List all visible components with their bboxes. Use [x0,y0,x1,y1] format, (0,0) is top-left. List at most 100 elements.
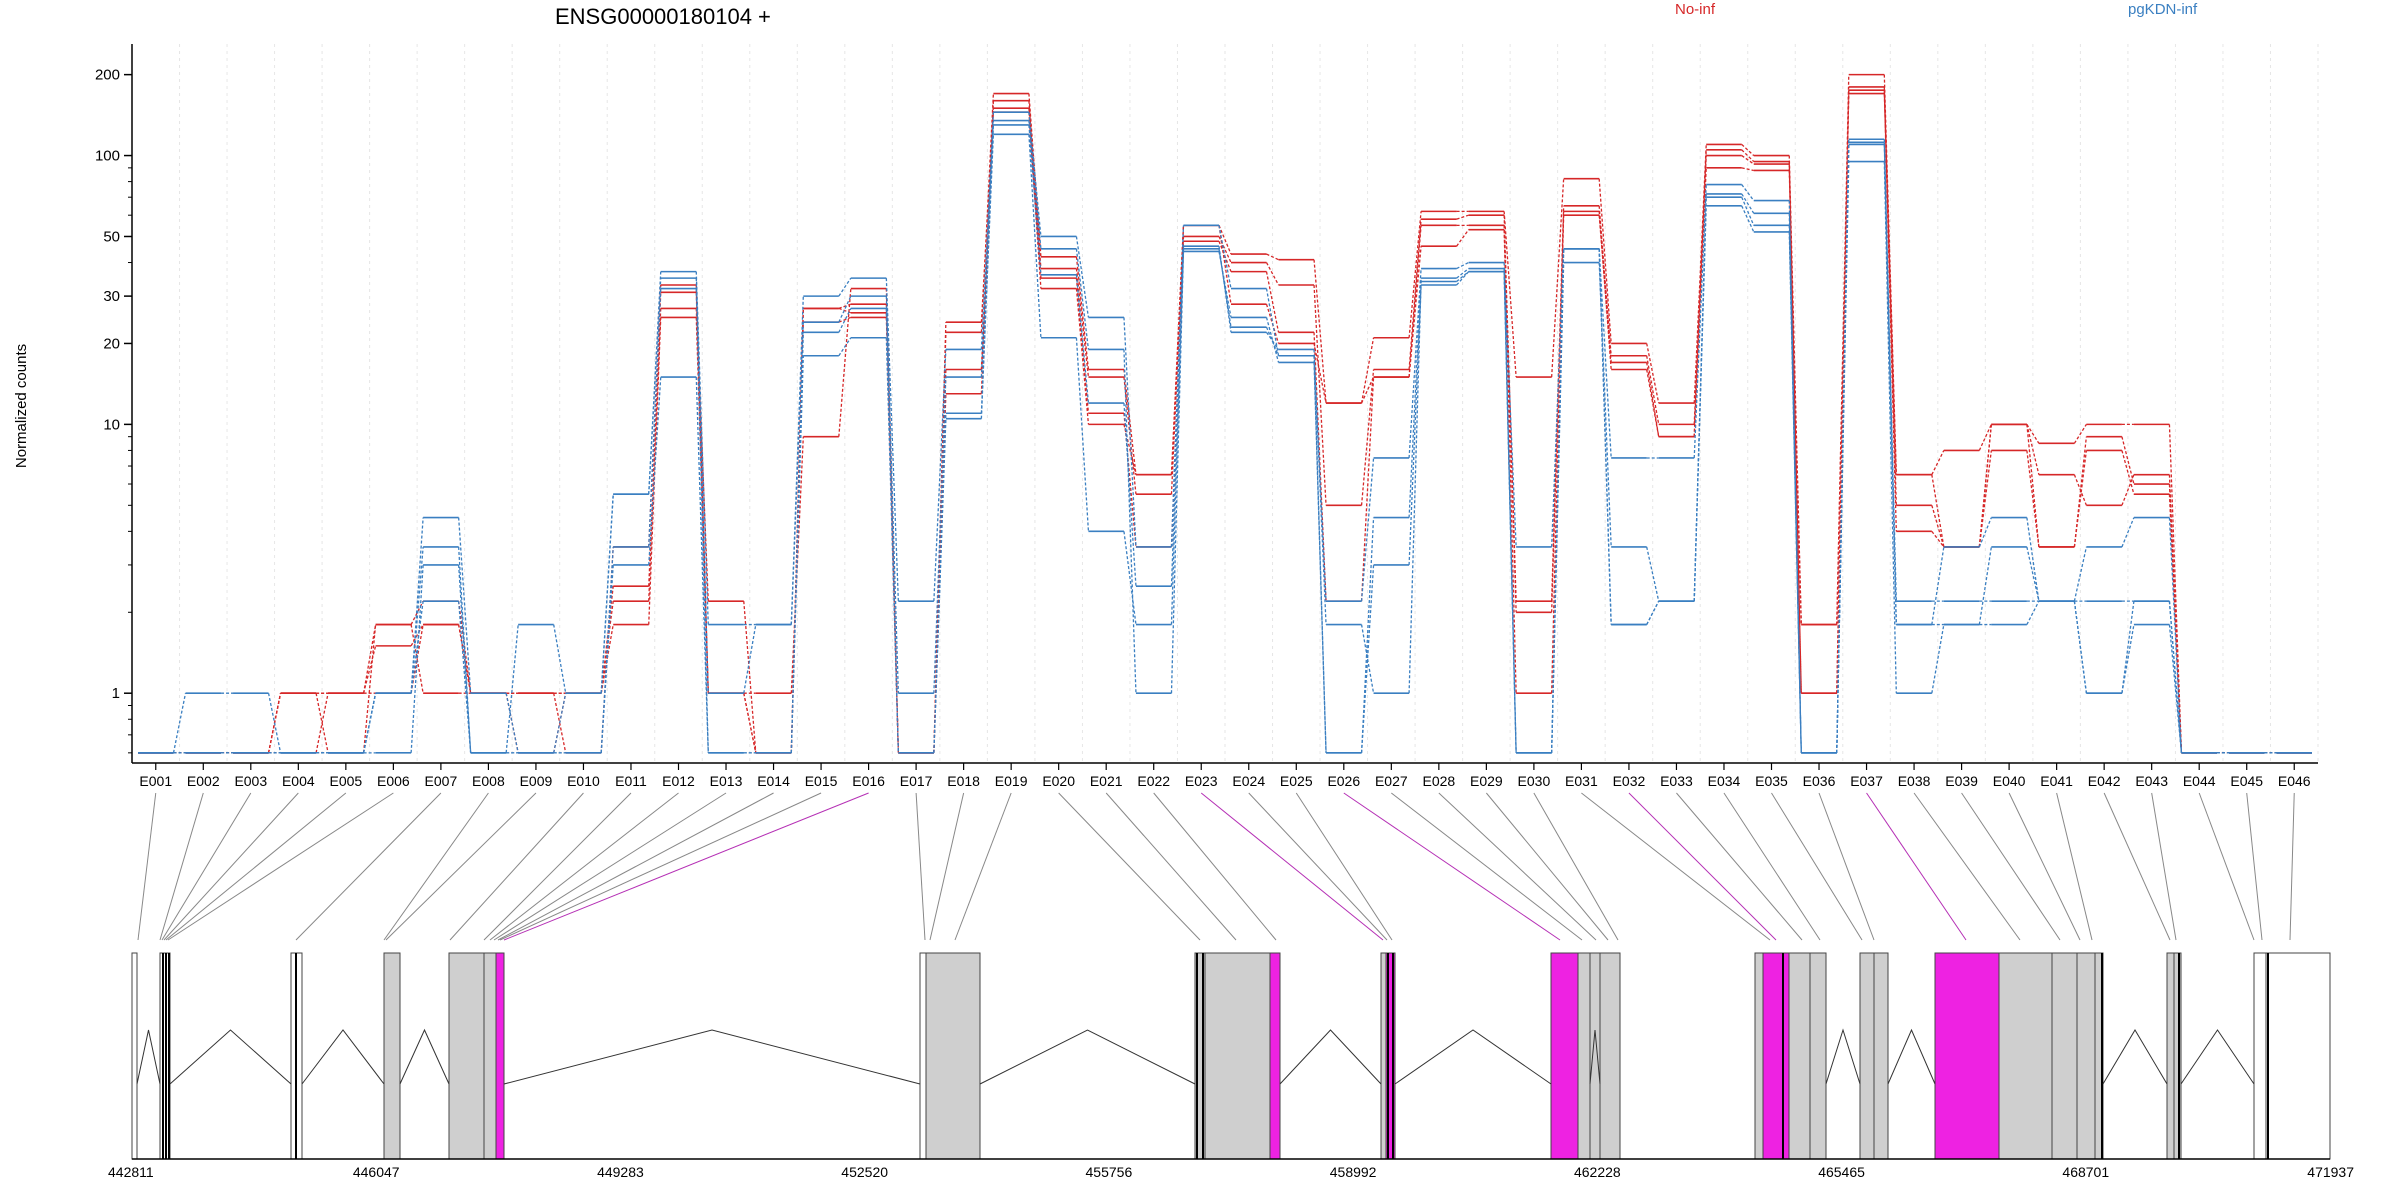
transition-segment [743,601,757,753]
transition-segment [648,288,662,547]
x-tick-label: E034 [1708,773,1741,789]
transition-segment [1788,231,1802,753]
transition-segment [1883,93,1897,475]
transition-segment [695,308,709,602]
transition-segment [1218,248,1232,328]
transition-segment [600,494,614,694]
exon-box [2166,952,2175,1160]
exon-box [1788,952,1811,1160]
x-tick-label: E042 [2088,773,2121,789]
x-tick-label: E033 [1660,773,1693,789]
exon-box [2265,952,2331,1160]
transition-segment [1028,112,1042,289]
transition-segment [1931,450,1945,475]
connector-line [1581,792,1771,941]
transition-segment [1075,288,1090,425]
x-tick-label: E036 [1803,773,1836,789]
transition-segment [1693,184,1707,458]
transition-segment [1265,288,1280,356]
coordinate-label: 458992 [1330,1164,1377,1180]
intron-line [1589,1029,1601,1085]
transition-segment [2073,450,2088,548]
transition-segment [1123,531,1137,625]
x-tick-label: E025 [1280,773,1313,789]
exon-box [1998,952,2053,1160]
transition-segment [1788,164,1802,694]
intron-line [169,1029,292,1085]
connector-line [1818,792,1875,941]
connector-line [493,792,727,941]
connector-line [449,792,584,941]
connector-line [489,792,679,941]
transition-segment [362,624,377,694]
x-tick-label: E002 [187,773,220,789]
y-axis-label: Normalized counts [13,344,30,468]
transition-segment [743,693,757,753]
vertical-grid [131,44,2319,763]
transition-segment [1218,225,1232,289]
transition-segment [980,134,995,414]
x-tick-label: E003 [234,773,267,789]
exon-box [1754,952,1764,1160]
transition-segment [2121,450,2135,495]
transition-segment [1741,184,1755,201]
connector-line [1533,792,1619,941]
connector-line [2103,792,2171,941]
connector-line [929,792,965,941]
transition-segment [1360,564,1375,753]
coordinate-label: 449283 [597,1164,644,1180]
connector-line [1771,792,1863,941]
exon-box [2253,952,2267,1160]
transition-segment [838,303,852,310]
transition-segment [2121,474,2135,506]
y-tick-label: 100 [95,148,120,165]
connector-line [503,792,869,941]
transition-segment [1170,225,1185,475]
transition-segment [362,693,377,753]
connector-line [499,792,822,941]
transition-segment [838,337,852,357]
connector-line [295,792,442,941]
connector-line [137,792,157,941]
x-tick-label: E011 [615,773,647,789]
transition-segment [1075,248,1090,350]
transition-segment [1265,271,1280,333]
exon-box [1204,952,1271,1160]
transition-segment [2026,600,2040,625]
x-tick-label: E017 [900,773,933,789]
transition-segment [2121,436,2135,485]
connector-line [1438,792,1597,941]
transition-segment [1408,246,1422,378]
transition-segment [1265,317,1280,363]
transition-segment [1693,149,1707,425]
transition-segment [267,693,282,753]
intron-line [1887,1028,1936,1085]
connector-line [1628,792,1777,941]
transition-segment [1313,349,1327,625]
transition-segment [1693,205,1707,602]
x-tick-label: E001 [139,773,172,789]
x-axis-exon-labels: E001 E002 E003 E004 E005 E006 E007 E008 E009 E010… [139,763,2311,789]
x-tick-label: E010 [567,773,600,789]
x-tick-label: E044 [2183,773,2216,789]
transition-segment [2026,546,2040,602]
transition-segment [1503,211,1517,378]
exon-box [495,952,505,1160]
connector-line [2198,792,2255,941]
transition-segment [790,355,804,753]
transition-segment [1931,546,1945,625]
transition-segment [458,517,472,694]
exon-box [1269,952,1281,1160]
intron-line [503,1029,921,1085]
coordinate-axis: 442811 446047 449283 452520 455756 458992 4622… [108,1164,2354,1180]
x-tick-label: E041 [2040,773,2073,789]
transition-segment [600,494,614,694]
y-axis-ticks: 1 10 20 30 50 100 200 [95,67,132,754]
x-tick-label: E038 [1898,773,1931,789]
connector-line [2246,792,2263,941]
transition-segment [1265,262,1280,286]
x-tick-label: E019 [995,773,1028,789]
transition-segment [1170,225,1185,547]
intron-line [979,1029,1196,1085]
connector-line [497,792,774,941]
